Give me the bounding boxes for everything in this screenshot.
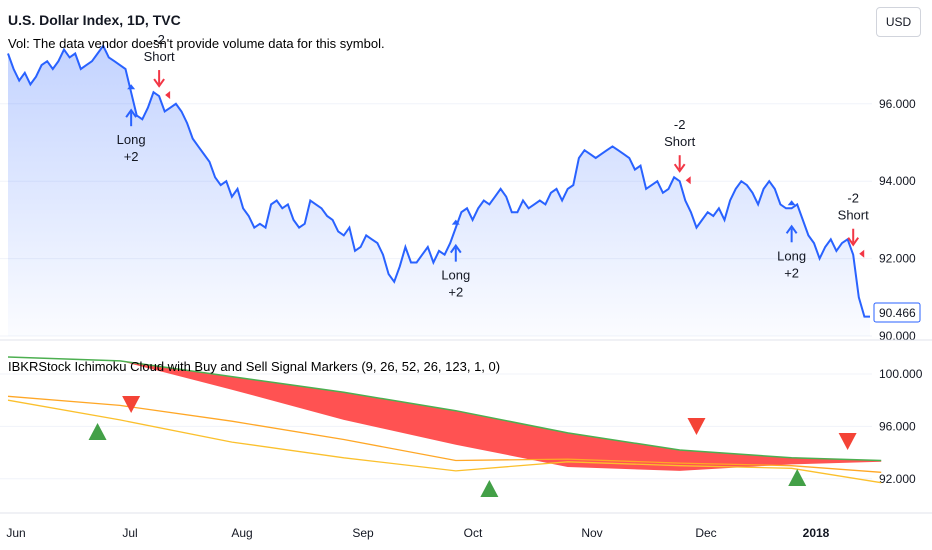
price-tick-label: 96.000	[879, 97, 916, 111]
time-tick-label: 2018	[803, 526, 830, 540]
indicator-tick-label: 96.000	[879, 419, 916, 433]
time-tick-label: Aug	[231, 526, 252, 540]
buy-triangle-marker	[788, 469, 807, 486]
long-signal-label: Long	[441, 268, 470, 283]
time-axis[interactable]: Jun Jul Aug Sep Oct Nov Dec 2018	[6, 526, 829, 540]
long-signal-label: +2	[124, 149, 139, 164]
currency-button[interactable]: USD	[876, 7, 921, 37]
cloud-upper-edge	[7, 356, 882, 462]
short-tick-marker	[685, 176, 691, 185]
sell-triangle-marker	[687, 418, 706, 435]
short-arrow-head	[673, 163, 686, 173]
short-signal-label: -2	[674, 117, 686, 132]
volume-notice: Vol: The data vendor doesn't provide vol…	[8, 36, 385, 51]
sell-triangle-marker	[122, 396, 141, 413]
short-tick-marker	[165, 91, 171, 100]
time-tick-label: Sep	[352, 526, 374, 540]
last-price-tag: 90.466	[873, 302, 921, 323]
short-signal-label: -2	[847, 191, 859, 206]
long-arrow-head	[785, 224, 798, 234]
time-tick-label: Jul	[122, 526, 137, 540]
price-pane[interactable]: Long+2-2ShortLong+2-2ShortLong+2-2Short …	[0, 12, 921, 343]
symbol-title: U.S. Dollar Index, 1D, TVC	[8, 12, 181, 28]
long-signal-label: +2	[784, 265, 799, 280]
long-signal-label: Long	[777, 248, 806, 263]
price-line	[7, 43, 870, 318]
short-arrow-head	[847, 237, 860, 247]
indicator-title: IBKRStock Ichimoku Cloud with Buy and Se…	[8, 359, 500, 374]
last-price-label: 90.466	[879, 306, 916, 320]
indicator-axis: 100.000 96.000 92.000	[0, 367, 923, 486]
sell-triangle-marker	[838, 433, 857, 450]
time-tick-label: Jun	[6, 526, 25, 540]
yellow-line	[7, 399, 882, 484]
buy-triangle-marker	[88, 423, 107, 440]
long-tick-marker	[127, 84, 136, 90]
time-tick-label: Nov	[581, 526, 602, 540]
long-signal-label: +2	[448, 285, 463, 300]
buy-triangle-marker	[480, 480, 499, 497]
time-tick-label: Dec	[695, 526, 716, 540]
price-tick-label: 92.000	[879, 252, 916, 266]
time-tick-label: Oct	[464, 526, 483, 540]
long-tick-marker	[787, 200, 796, 206]
indicator-pane[interactable]: 100.000 96.000 92.000 IBKRStock Ichimoku C…	[0, 356, 923, 497]
price-tick-label: 94.000	[879, 174, 916, 188]
price-tick-label: 90.000	[879, 329, 916, 343]
indicator-tick-label: 92.000	[879, 472, 916, 486]
long-tick-marker	[451, 219, 460, 225]
long-arrow-head	[125, 108, 137, 118]
long-arrow-head	[449, 243, 462, 254]
long-signal-label: Long	[117, 132, 146, 147]
short-arrow-head	[153, 78, 165, 88]
short-signal-label: Short	[664, 134, 695, 149]
ichimoku-cloud	[8, 357, 882, 471]
indicator-tick-label: 100.000	[879, 367, 923, 381]
orange-line	[7, 395, 882, 473]
indicator-markers	[88, 396, 857, 497]
short-signal-label: Short	[838, 208, 869, 223]
short-signal-label: -2	[153, 32, 165, 47]
signal-markers: Long +2 -2 Short Long +2 -2 Short Long +2 -2 Short	[117, 32, 869, 300]
price-area-fill	[8, 45, 870, 337]
short-signal-label: Short	[144, 49, 175, 64]
short-tick-marker	[859, 249, 865, 258]
